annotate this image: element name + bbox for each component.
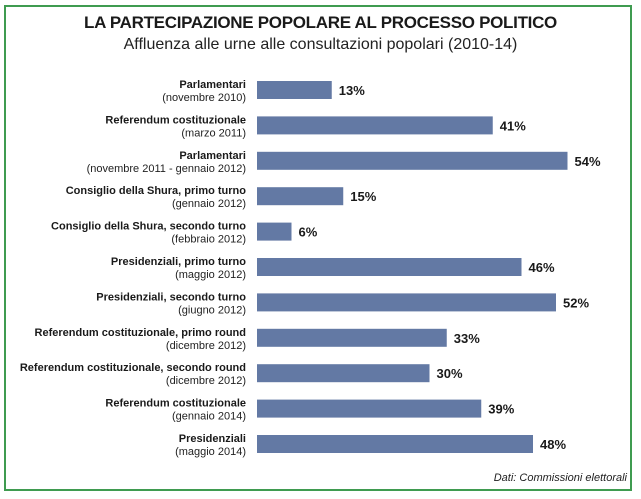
category-label: Parlamentari <box>179 150 246 162</box>
bar <box>257 293 556 312</box>
category-label: Referendum costituzionale <box>105 398 246 410</box>
category-date-label: (febbraio 2012) <box>171 234 246 246</box>
data-label: 30% <box>437 366 463 381</box>
category-date-label: (dicembre 2012) <box>166 375 246 387</box>
data-label: 46% <box>529 260 555 275</box>
category-date-label: (dicembre 2012) <box>166 340 246 352</box>
category-date-label: (gennaio 2012) <box>172 198 246 210</box>
data-label: 13% <box>339 83 365 98</box>
category-label: Presidenziali, secondo turno <box>96 291 246 303</box>
category-label: Presidenziali, primo turno <box>111 256 246 268</box>
data-label: 33% <box>454 331 480 346</box>
category-label: Referendum costituzionale, primo round <box>35 327 246 339</box>
bar <box>257 222 292 241</box>
category-date-label: (maggio 2012) <box>175 269 246 281</box>
category-date-label: (novembre 2010) <box>162 92 246 104</box>
category-date-label: (marzo 2011) <box>181 127 246 139</box>
category-label: Referendum costituzionale <box>105 114 246 126</box>
category-date-label: (giugno 2012) <box>178 304 246 316</box>
data-label: 41% <box>500 118 526 133</box>
bar <box>257 364 430 383</box>
category-label: Consiglio della Shura, primo turno <box>66 185 247 197</box>
category-label: Presidenziali <box>179 433 246 445</box>
category-date-label: (gennaio 2014) <box>172 411 246 423</box>
bar <box>257 258 522 276</box>
category-label: Parlamentari <box>179 79 246 91</box>
bar <box>257 435 533 453</box>
bar <box>257 81 332 99</box>
source-note: Dati: Commissioni elettorali <box>493 472 627 484</box>
category-label: Referendum costituzionale, secondo round <box>20 362 246 374</box>
bar <box>257 116 493 135</box>
data-label: 54% <box>575 154 601 169</box>
chart-title: LA PARTECIPAZIONE POPOLARE AL PROCESSO P… <box>84 13 557 32</box>
category-date-label: (novembre 2011 - gennaio 2012) <box>87 163 246 175</box>
data-label: 6% <box>299 225 318 240</box>
bar <box>257 151 568 170</box>
category-date-label: (maggio 2014) <box>175 446 246 458</box>
data-label: 39% <box>488 402 514 417</box>
bar <box>257 399 482 418</box>
bar <box>257 187 344 206</box>
category-label: Consiglio della Shura, secondo turno <box>51 221 246 233</box>
data-label: 15% <box>350 189 376 204</box>
data-label: 48% <box>540 437 566 452</box>
data-label: 52% <box>563 295 589 310</box>
bar <box>257 328 447 347</box>
chart-frame <box>4 5 632 491</box>
chart-subtitle: Affluenza alle urne alle consultazioni p… <box>123 36 518 53</box>
